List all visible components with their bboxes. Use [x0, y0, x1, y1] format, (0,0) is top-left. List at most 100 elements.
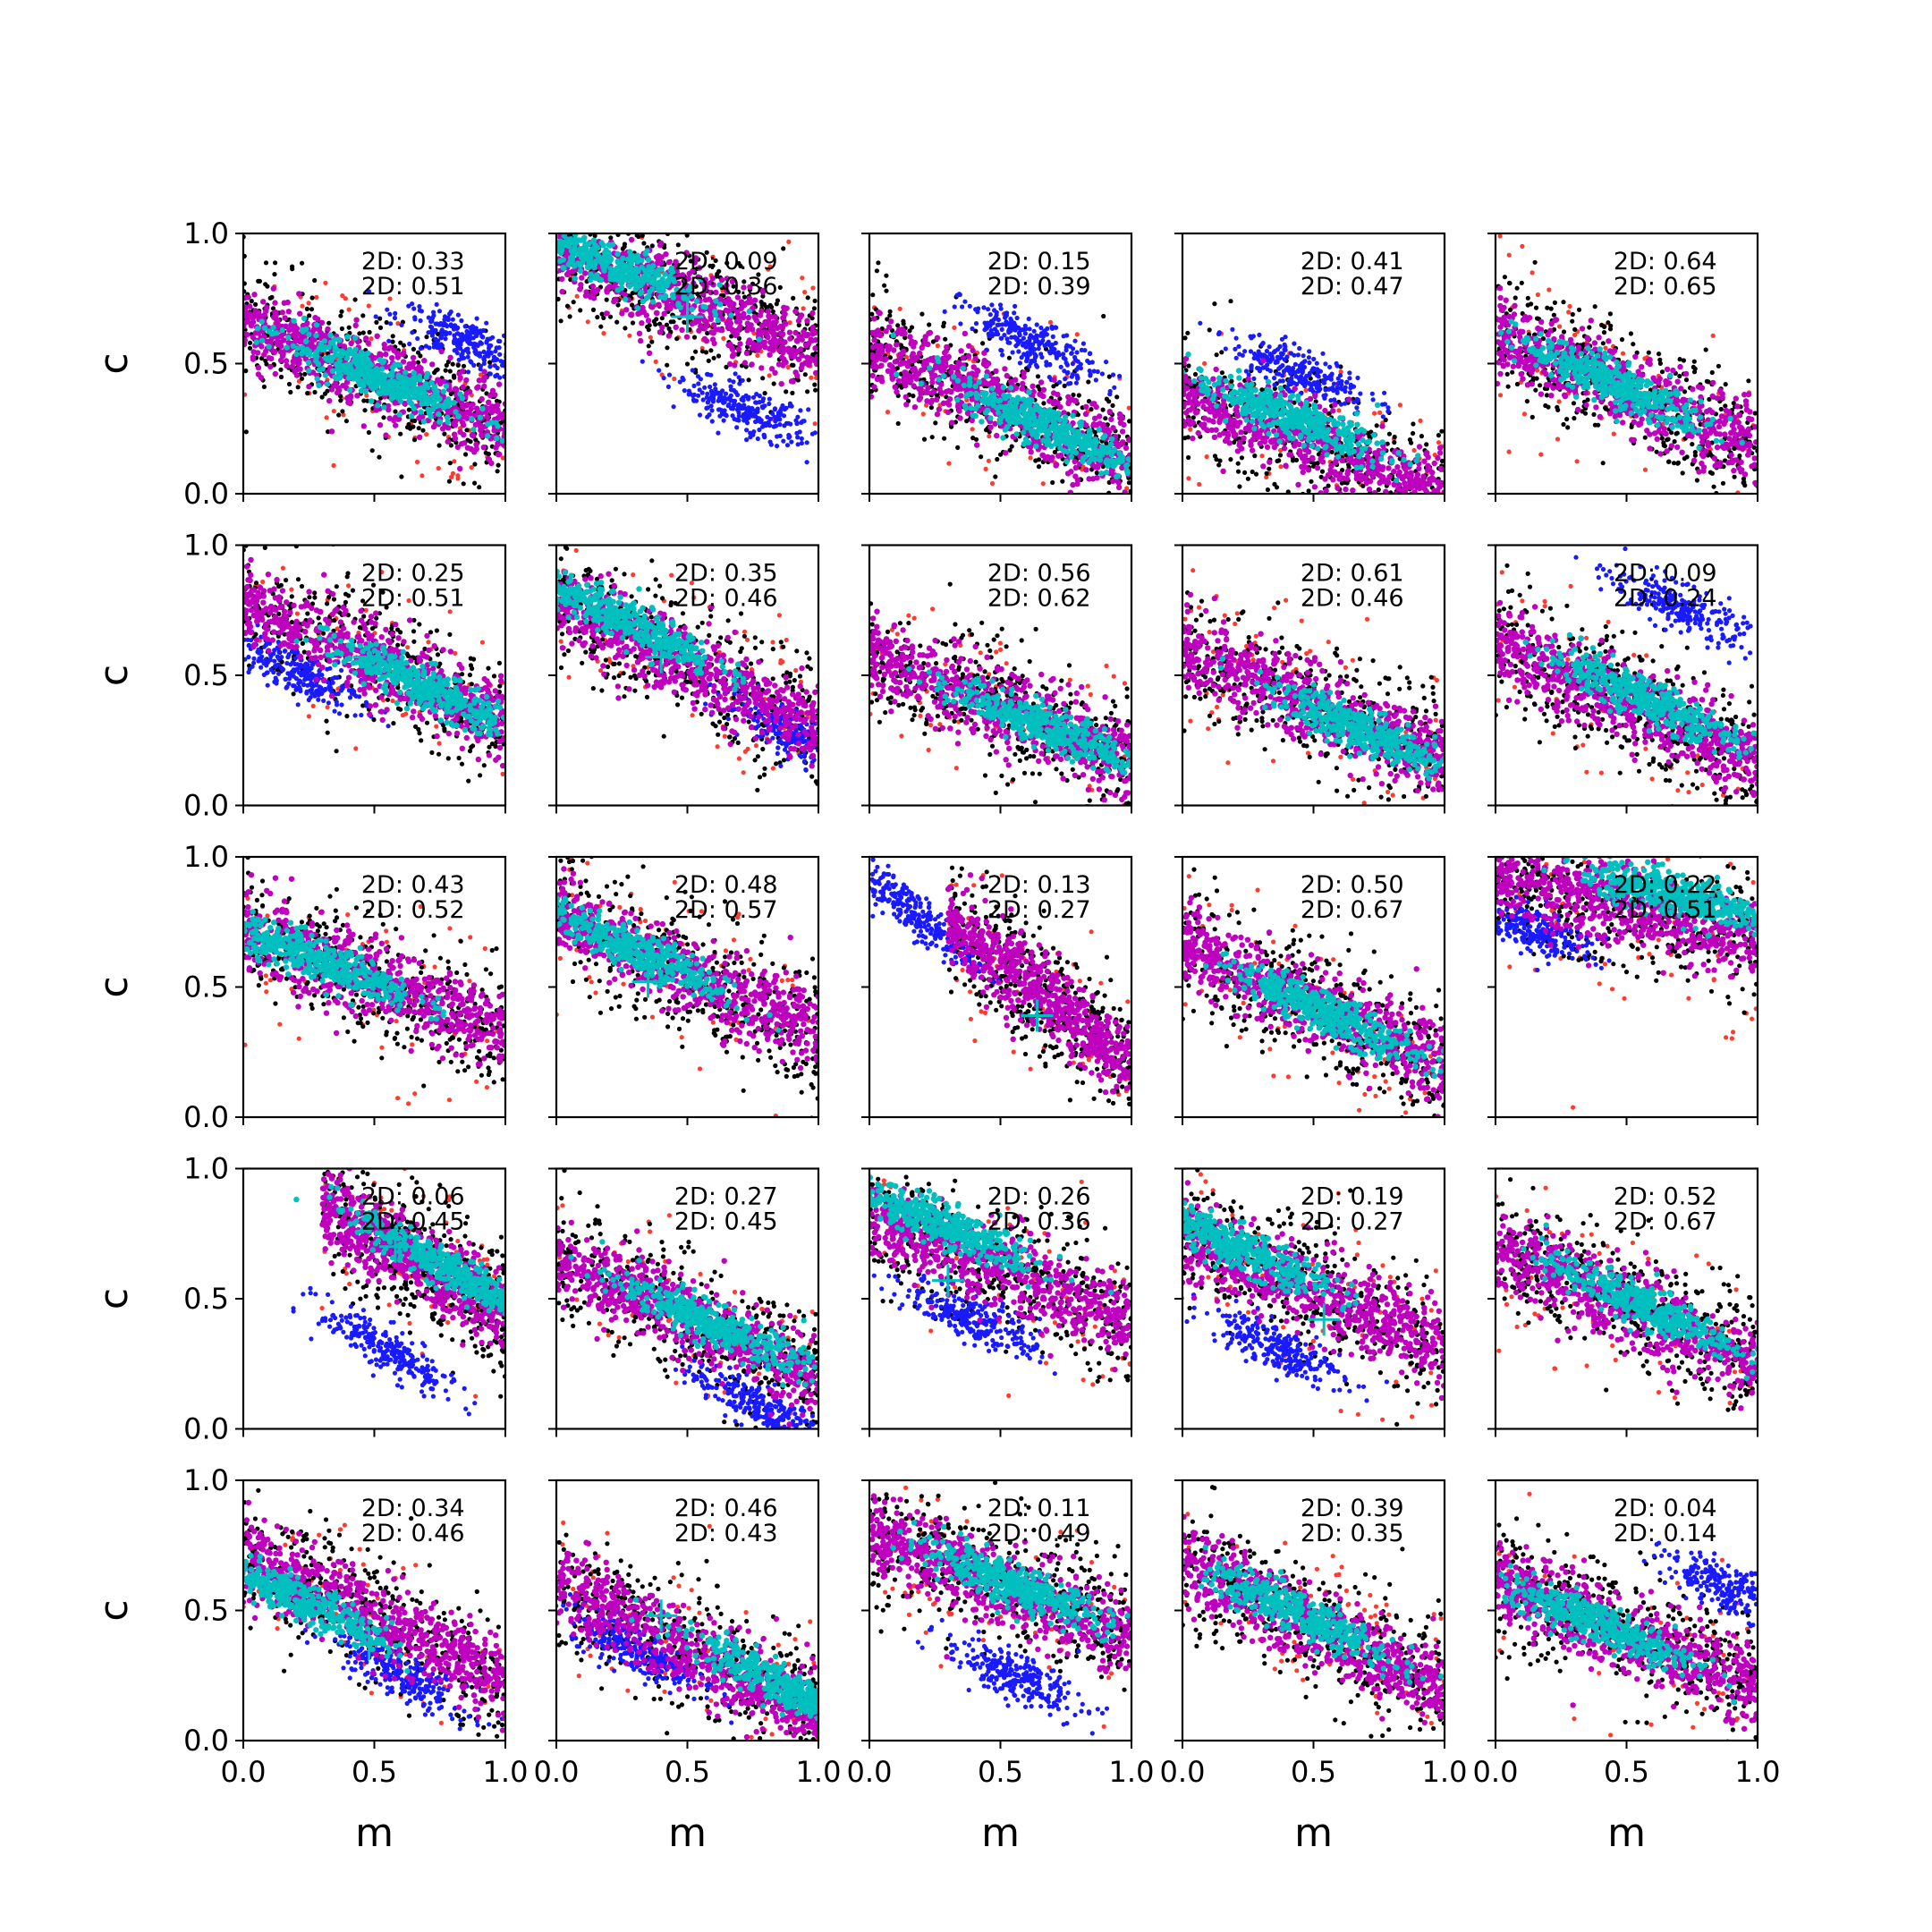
- scatter-point-blue: [510, 366, 514, 370]
- scatter-point-magenta: [1055, 391, 1061, 398]
- scatter-point-blue: [484, 339, 489, 344]
- scatter-point-magenta: [929, 355, 936, 362]
- scatter-point-magenta: [496, 381, 503, 387]
- scatter-point-black: [649, 339, 655, 344]
- scatter-point-magenta: [686, 270, 692, 277]
- scatter-point-black: [558, 318, 564, 324]
- scatter-point-blue: [983, 326, 988, 332]
- scatter-point-cyan: [396, 361, 403, 369]
- scatter-point-magenta: [479, 431, 485, 438]
- scatter-point-cyan: [550, 255, 555, 260]
- scatter-point-black: [604, 297, 609, 302]
- scatter-point-magenta: [419, 413, 426, 420]
- scatter-point-blue: [473, 326, 479, 331]
- scatter-point-blue: [508, 353, 513, 358]
- scatter-point-magenta: [911, 343, 917, 350]
- scatter-point-magenta: [656, 301, 662, 308]
- scatter-point-magenta: [969, 417, 975, 424]
- scatter-point-black: [464, 428, 470, 433]
- scatter-point-blue: [1068, 380, 1073, 386]
- scatter-point-cyan: [558, 247, 565, 253]
- scatter-point-magenta: [468, 405, 474, 412]
- scatter-point-magenta: [696, 265, 703, 271]
- scatter-point-red: [605, 194, 609, 199]
- scatter-point-cyan: [511, 203, 516, 208]
- scatter-point-blue: [1074, 367, 1080, 372]
- scatter-point-cyan: [356, 381, 363, 387]
- scatter-point-magenta: [992, 420, 998, 427]
- scatter-point-magenta: [282, 315, 288, 321]
- scatter-point-blue: [1064, 343, 1070, 348]
- scatter-point-cyan: [560, 257, 566, 263]
- scatter-point-blue: [696, 381, 701, 386]
- scatter-point-black: [901, 321, 906, 326]
- scatter-point-black: [263, 358, 268, 363]
- scatter-point-magenta: [805, 361, 812, 369]
- scatter-point-blue: [1030, 343, 1035, 349]
- scatter-point-black: [760, 293, 766, 299]
- scatter-point-magenta: [987, 424, 994, 430]
- scatter-point-cyan: [639, 258, 645, 264]
- scatter-point-black: [453, 440, 459, 445]
- scatter-point-cyan: [623, 296, 629, 302]
- scatter-point-blue: [708, 384, 713, 390]
- scatter-point-black: [1037, 386, 1042, 392]
- scatter-point-magenta: [940, 400, 947, 406]
- scatter-point-blue: [1017, 360, 1022, 366]
- scatter-point-black: [352, 297, 358, 302]
- scatter-point-red: [419, 473, 425, 479]
- scatter-point-red: [369, 336, 374, 342]
- scatter-point-cyan: [535, 245, 540, 250]
- scatter-point-cyan: [400, 390, 406, 396]
- scatter-point-cyan: [337, 362, 344, 369]
- scatter-point-blue: [1074, 350, 1080, 355]
- scatter-point-black: [623, 223, 627, 227]
- scatter-point-magenta: [792, 329, 799, 336]
- scatter-point-magenta: [554, 216, 559, 222]
- scatter-point-black: [278, 374, 284, 380]
- scatter-point-black: [362, 408, 368, 413]
- scatter-point-blue: [1034, 322, 1039, 327]
- scatter-point-black: [650, 208, 655, 212]
- scatter-point-magenta: [243, 304, 250, 310]
- scatter-point-magenta: [400, 359, 407, 365]
- scatter-point-blue: [761, 432, 767, 437]
- scatter-point-blue: [942, 309, 947, 314]
- scatter-point-magenta: [1040, 393, 1046, 400]
- scatter-point-red: [1047, 319, 1054, 325]
- scatter-point-magenta: [583, 289, 589, 295]
- scatter-point-blue: [760, 398, 766, 404]
- scatter-point-cyan: [471, 220, 477, 225]
- scatter-point-blue: [1042, 329, 1047, 335]
- scatter-point-magenta: [481, 369, 487, 375]
- scatter-point-magenta: [636, 330, 643, 336]
- scatter-point-black: [699, 349, 706, 354]
- scatter-point-cyan: [261, 325, 268, 331]
- scatter-point-magenta: [1083, 467, 1089, 473]
- scatter-point-cyan: [388, 395, 394, 402]
- scatter-point-magenta: [460, 422, 467, 428]
- scatter-point-blue: [726, 402, 732, 407]
- scatter-point-red: [787, 320, 792, 326]
- scatter-point-magenta: [653, 254, 660, 260]
- scatter-point-cyan: [689, 292, 695, 300]
- scatter-point-blue: [455, 312, 461, 318]
- scatter-point-cyan: [570, 252, 576, 258]
- scatter-point-blue: [709, 408, 715, 413]
- scatter-point-cyan: [536, 232, 541, 237]
- scatter-point-magenta: [270, 285, 276, 292]
- scatter-point-magenta: [406, 365, 412, 371]
- scatter-point-blue: [789, 439, 794, 445]
- scatter-point-blue: [508, 365, 513, 369]
- scatter-point-black: [948, 343, 953, 348]
- scatter-point-magenta: [689, 320, 695, 327]
- scatter-point-blue: [518, 344, 522, 349]
- scatter-point-blue: [1072, 338, 1078, 343]
- scatter-point-magenta: [664, 301, 670, 308]
- scatter-point-blue: [506, 352, 511, 357]
- scatter-point-black: [921, 436, 928, 442]
- scatter-point-blue: [501, 360, 505, 365]
- scatter-point-red: [1081, 504, 1086, 508]
- scatter-point-magenta: [489, 387, 496, 394]
- scatter-point-blue: [970, 326, 975, 332]
